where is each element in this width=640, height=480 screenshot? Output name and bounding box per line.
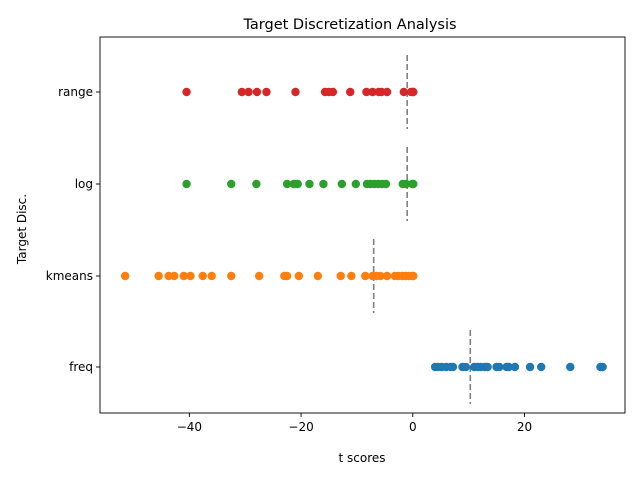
- point-range-0: [182, 87, 191, 97]
- x-tick-label: 20: [517, 420, 532, 434]
- point-log-1: [227, 179, 236, 189]
- y-tick-label-range: range: [58, 85, 93, 99]
- point-log-3: [282, 179, 292, 189]
- point-kmeans-0: [120, 271, 130, 281]
- point-kmeans-27: [409, 271, 418, 281]
- point-kmeans-8: [227, 271, 236, 281]
- x-tick-label: −40: [177, 420, 202, 434]
- point-freq-5: [448, 362, 458, 372]
- point-freq-20: [566, 362, 575, 372]
- point-log-2: [252, 179, 261, 189]
- point-range-11: [368, 87, 377, 97]
- point-kmeans-14: [336, 271, 345, 281]
- point-kmeans-5: [186, 271, 195, 281]
- point-log-5: [293, 179, 302, 189]
- point-log-6: [305, 179, 314, 189]
- point-freq-18: [525, 362, 535, 372]
- point-range-9: [346, 87, 355, 97]
- x-axis-label: t scores: [338, 451, 385, 465]
- point-range-8: [328, 87, 338, 97]
- point-log-15: [381, 179, 391, 189]
- x-axis: −40 −20 0 20: [177, 413, 532, 434]
- point-range-15: [399, 87, 409, 97]
- axes-frame: [99, 36, 626, 414]
- point-kmeans-16: [361, 271, 370, 281]
- point-range-18: [409, 87, 418, 97]
- point-kmeans-20: [382, 271, 392, 281]
- point-kmeans-4: [179, 271, 188, 281]
- point-range-1: [237, 87, 247, 97]
- point-freq-22: [598, 362, 607, 372]
- point-log-19: [409, 179, 418, 189]
- point-freq-17: [510, 362, 520, 372]
- point-log-8: [337, 179, 347, 189]
- point-range-2: [244, 87, 253, 97]
- chart-title: Target Discretization Analysis: [242, 17, 456, 33]
- point-range-5: [291, 87, 300, 97]
- point-kmeans-6: [198, 271, 207, 281]
- x-tick-label: 0: [409, 420, 417, 434]
- point-kmeans-7: [207, 271, 216, 281]
- point-range-10: [362, 87, 371, 97]
- point-freq-7: [461, 362, 471, 372]
- point-log-17: [401, 179, 411, 189]
- y-tick-label-kmeans: kmeans: [46, 269, 93, 283]
- plot-area: [120, 55, 607, 404]
- point-kmeans-1: [154, 271, 163, 281]
- point-kmeans-9: [254, 271, 264, 281]
- point-freq-14: [495, 362, 504, 372]
- plot-border: [99, 36, 626, 414]
- y-axis: freq kmeans log range: [46, 85, 100, 374]
- point-log-9: [351, 179, 360, 189]
- point-freq-12: [483, 362, 492, 372]
- y-axis-label: Target Disc.: [15, 194, 29, 265]
- x-tick-label: −20: [288, 420, 313, 434]
- point-kmeans-15: [347, 271, 356, 281]
- point-freq-16: [504, 362, 514, 372]
- point-kmeans-11: [282, 271, 292, 281]
- point-kmeans-3: [170, 271, 179, 281]
- point-log-7: [319, 179, 328, 189]
- point-log-0: [182, 179, 191, 189]
- point-kmeans-13: [313, 271, 323, 281]
- point-range-14: [382, 87, 392, 97]
- y-tick-label-log: log: [75, 177, 93, 191]
- y-tick-label-freq: freq: [69, 360, 93, 374]
- point-range-3: [252, 87, 262, 97]
- point-kmeans-19: [376, 271, 385, 281]
- point-freq-19: [537, 362, 546, 372]
- point-kmeans-12: [294, 271, 304, 281]
- point-range-4: [262, 87, 271, 97]
